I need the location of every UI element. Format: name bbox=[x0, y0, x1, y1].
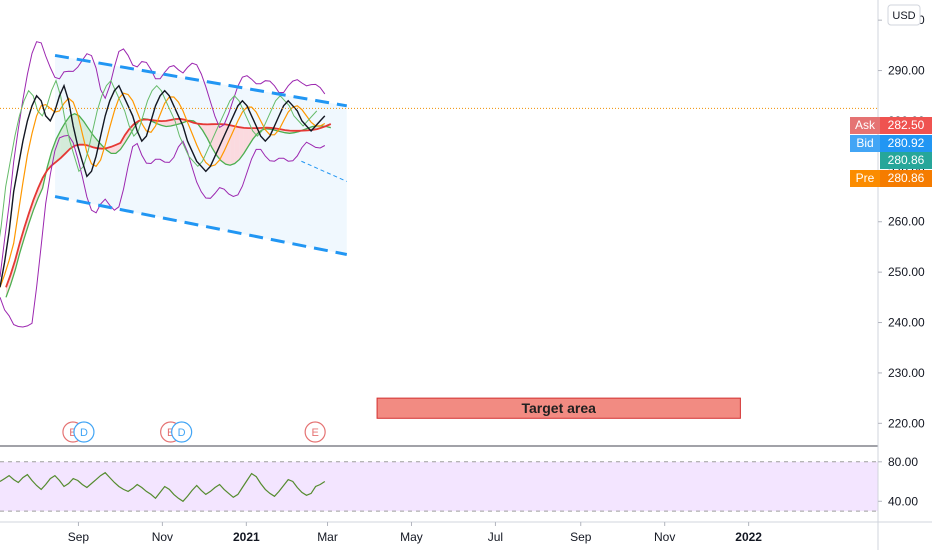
bollinger-lower bbox=[0, 134, 326, 328]
event-badge bbox=[73, 421, 95, 443]
cloud-segment bbox=[60, 122, 66, 158]
price-tags: Ask 282.50 Bid 280.92 280.86 Pre 280.86 bbox=[850, 117, 932, 187]
price-channel[interactable] bbox=[54, 53, 348, 256]
price-tick-label: 260.00 bbox=[888, 215, 925, 229]
time-tick-label: Nov bbox=[654, 530, 675, 544]
price-tag-label-bg bbox=[850, 117, 880, 134]
price-line bbox=[0, 83, 326, 288]
price-tag-bid: Bid 280.92 bbox=[850, 135, 932, 152]
rsi-panel bbox=[0, 461, 878, 512]
price-tag-value: 282.50 bbox=[888, 118, 925, 132]
time-tick-label: Mar bbox=[317, 530, 338, 544]
price-tag-pre: Pre 280.86 bbox=[850, 170, 932, 187]
cloud-segment bbox=[38, 178, 43, 199]
event-badge bbox=[171, 421, 193, 443]
cloud-segment bbox=[225, 124, 231, 166]
target-area-label: Target area bbox=[522, 400, 597, 416]
time-tick-label: 2022 bbox=[735, 530, 762, 544]
price-tag-label: Bid bbox=[856, 136, 873, 150]
price-tag-label-bg bbox=[850, 170, 880, 187]
price-tick-label: 220.00 bbox=[888, 416, 925, 430]
channel-lower-line bbox=[54, 195, 348, 256]
event-badge-label: E bbox=[167, 427, 174, 439]
time-tick-label: Jul bbox=[488, 530, 503, 544]
event-marker-dividend: D bbox=[73, 421, 95, 443]
channel-upper-line bbox=[54, 53, 348, 108]
time-tick-label: Nov bbox=[152, 530, 173, 544]
price-tag-value: 280.92 bbox=[888, 136, 925, 150]
rsi-line bbox=[0, 471, 326, 503]
cloud-segment bbox=[166, 119, 171, 127]
time-tick-label: Sep bbox=[570, 530, 592, 544]
target-area[interactable] bbox=[376, 397, 741, 419]
cloud-segment bbox=[92, 134, 98, 149]
price-tick-label: 290.00 bbox=[888, 64, 925, 78]
event-marker-dividend: D bbox=[171, 421, 193, 443]
ichimoku-cloud bbox=[5, 112, 332, 298]
cloud-segment bbox=[115, 142, 121, 154]
price-tag-label: Ask bbox=[855, 118, 876, 132]
price-tick-label: 230.00 bbox=[888, 366, 925, 380]
price-axis[interactable]: 300.00290.00280.00270.00260.00250.00240.… bbox=[878, 13, 925, 430]
time-tick-label: May bbox=[400, 530, 423, 544]
cloud-segment bbox=[230, 125, 235, 166]
chikou-line bbox=[0, 79, 318, 238]
price-tag-value: 280.86 bbox=[888, 153, 925, 167]
price-tick-label: 250.00 bbox=[888, 265, 925, 279]
cloud-segment bbox=[170, 119, 176, 126]
currency-button[interactable]: USD bbox=[887, 4, 921, 26]
price-tag-value: 280.86 bbox=[888, 171, 925, 185]
cloud-segment bbox=[239, 127, 244, 160]
event-badge-label: E bbox=[311, 427, 318, 439]
event-badge-label: D bbox=[178, 427, 186, 439]
event-marker-earnings: E bbox=[304, 421, 326, 443]
bollinger-upper bbox=[0, 41, 326, 278]
cloud-segment bbox=[202, 124, 208, 139]
price-tag-label-bg bbox=[850, 135, 880, 152]
price-tag-value-bg bbox=[880, 170, 932, 187]
cloud-segment bbox=[248, 128, 254, 147]
price-tag-value-bg bbox=[880, 135, 932, 152]
cloud-segment bbox=[124, 128, 130, 143]
rsi-tick-label: 40.00 bbox=[888, 494, 918, 508]
currency-button-label: USD bbox=[892, 10, 915, 22]
price-series bbox=[0, 83, 326, 288]
cloud-segment bbox=[220, 124, 226, 165]
price-tag-value-bg bbox=[880, 117, 932, 134]
price-tag-last: 280.86 bbox=[880, 152, 932, 169]
senkou-span-a bbox=[5, 112, 331, 298]
cloud-segment bbox=[33, 188, 39, 211]
event-badge-label: E bbox=[69, 427, 76, 439]
rsi-axis[interactable]: 80.00 40.00 bbox=[878, 455, 918, 508]
price-tag-ask: Ask 282.50 bbox=[850, 117, 932, 134]
event-badge bbox=[304, 421, 326, 443]
time-tick-label: Sep bbox=[68, 530, 90, 544]
time-axis[interactable]: Sep Nov 2021 Mar May Jul Sep Nov 2022 bbox=[68, 522, 763, 544]
event-badge-label: D bbox=[80, 427, 88, 439]
channel-mid-line bbox=[301, 160, 347, 182]
cloud-segment bbox=[234, 126, 240, 164]
price-tick-label: 240.00 bbox=[888, 316, 925, 330]
senkou-span-b bbox=[5, 117, 332, 288]
rsi-band bbox=[0, 461, 878, 512]
price-tag-label: Pre bbox=[856, 171, 875, 185]
rsi-tick-label: 80.00 bbox=[888, 455, 918, 469]
time-tick-label: 2021 bbox=[233, 530, 260, 544]
price-tag-value-bg bbox=[880, 152, 932, 169]
cloud-segment bbox=[207, 124, 212, 148]
